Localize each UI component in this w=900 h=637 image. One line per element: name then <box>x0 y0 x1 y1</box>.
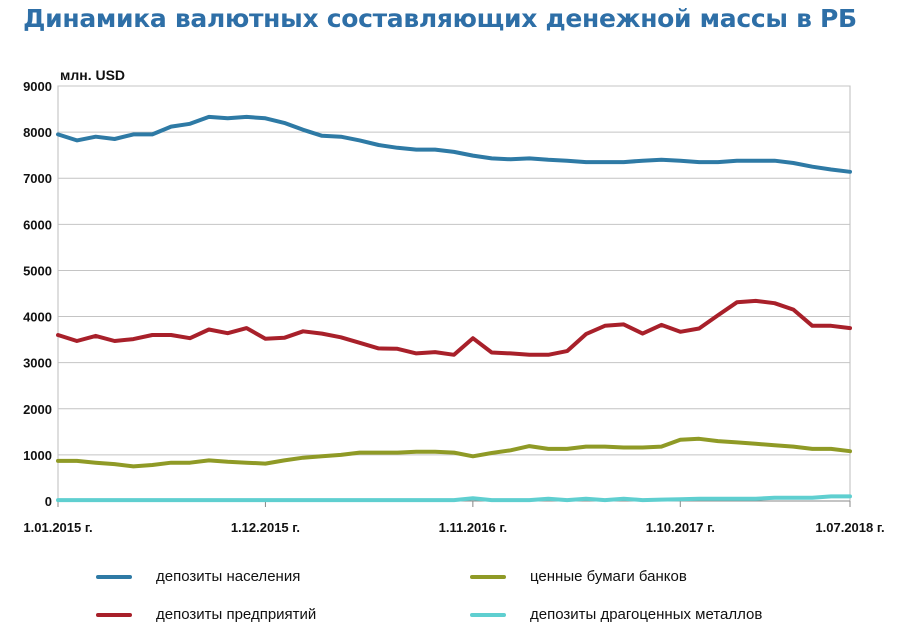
y-tick-label: 6000 <box>23 217 52 232</box>
y-tick-label: 4000 <box>23 310 52 325</box>
x-tick-label: 1.07.2018 г. <box>815 520 884 535</box>
y-tick-label: 7000 <box>23 171 52 186</box>
legend-swatch <box>470 612 506 617</box>
y-tick-label: 8000 <box>23 125 52 140</box>
y-tick-label: 0 <box>45 494 52 509</box>
legend-swatch <box>96 612 132 617</box>
y-tick-label: 9000 <box>23 79 52 94</box>
series-lines <box>56 114 852 503</box>
legend-label: депозиты драгоценных металлов <box>530 606 763 623</box>
x-tick-label: 1.11.2016 г. <box>439 520 507 535</box>
legend-item-precious-metal-deposits: депозиты драгоценных металлов <box>470 606 762 623</box>
y-tick-label: 3000 <box>23 356 52 371</box>
y-tick-label: 1000 <box>23 448 52 463</box>
legend-item-enterprise-deposits: депозиты предприятий <box>96 606 316 623</box>
legend-item-bank-securities: ценные бумаги банков <box>470 568 687 585</box>
y-axis: 0 1000 2000 3000 4000 5000 6000 7000 8000 9000 <box>23 79 52 509</box>
series-line-enterprise-deposits <box>56 298 852 357</box>
chart-title: Динамика валютных составляющих денежной … <box>23 4 857 33</box>
legend-swatch <box>470 574 506 579</box>
legend-label: ценные бумаги банков <box>530 568 687 585</box>
legend-item-household-deposits: депозиты населения <box>96 568 300 585</box>
x-tick-label: 1.12.2015 г. <box>231 520 300 535</box>
series-line-bank-securities <box>56 436 852 469</box>
y-tick-label: 2000 <box>23 402 52 417</box>
x-tick-label: 1.01.2015 г. <box>23 520 92 535</box>
legend-swatch <box>96 574 132 579</box>
legend-label: депозиты населения <box>156 568 301 585</box>
series-line-precious-metal-deposits <box>56 494 852 503</box>
y-tick-label: 5000 <box>23 263 52 278</box>
x-tick-label: 1.10.2017 г. <box>646 520 715 535</box>
legend-label: депозиты предприятий <box>156 606 317 623</box>
y-axis-unit-label: млн. USD <box>60 67 125 83</box>
series-line-household-deposits <box>56 114 852 174</box>
